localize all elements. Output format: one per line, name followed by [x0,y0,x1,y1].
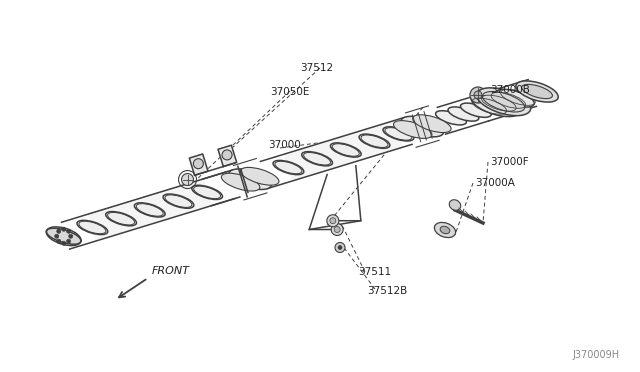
Circle shape [57,229,61,233]
Text: 37512: 37512 [300,63,333,73]
Polygon shape [313,137,350,172]
Polygon shape [174,179,211,215]
Ellipse shape [134,203,165,217]
Ellipse shape [383,127,414,141]
Ellipse shape [46,228,81,244]
Polygon shape [146,188,182,223]
Text: 37511: 37511 [358,267,391,277]
Ellipse shape [496,89,534,107]
Circle shape [67,229,70,233]
Ellipse shape [273,160,304,174]
Ellipse shape [522,84,552,99]
Circle shape [222,150,232,160]
Ellipse shape [477,88,531,116]
Ellipse shape [221,173,260,191]
Ellipse shape [301,152,333,166]
Ellipse shape [241,167,279,185]
Ellipse shape [413,115,451,132]
Circle shape [331,224,343,235]
Circle shape [67,239,70,243]
Circle shape [334,227,340,232]
Ellipse shape [460,103,492,117]
Polygon shape [371,121,403,155]
Ellipse shape [401,116,444,137]
Polygon shape [117,196,154,232]
Ellipse shape [471,92,521,116]
Polygon shape [88,205,125,241]
Text: 37000A: 37000A [475,178,515,188]
Circle shape [193,159,204,169]
Circle shape [54,234,59,238]
Circle shape [182,174,193,186]
Ellipse shape [359,134,390,148]
Polygon shape [218,145,237,167]
Ellipse shape [106,212,136,226]
Ellipse shape [436,111,467,125]
Ellipse shape [54,232,74,241]
Text: J370009H: J370009H [573,350,620,360]
Ellipse shape [449,200,461,210]
Circle shape [327,215,339,227]
Circle shape [61,241,66,245]
Circle shape [57,239,61,243]
Text: 37000F: 37000F [490,157,529,167]
Ellipse shape [330,143,361,157]
Polygon shape [189,154,208,175]
Text: 37000B: 37000B [490,85,530,95]
Circle shape [335,243,345,253]
Ellipse shape [77,220,108,235]
Circle shape [330,218,336,224]
Ellipse shape [516,81,558,102]
Ellipse shape [448,107,479,121]
Text: 37000: 37000 [268,140,301,150]
Circle shape [61,227,66,231]
Ellipse shape [50,230,77,243]
Ellipse shape [163,194,194,208]
Circle shape [68,234,73,238]
Polygon shape [342,128,379,163]
Ellipse shape [229,169,271,189]
Circle shape [474,91,482,99]
Ellipse shape [394,121,432,138]
Circle shape [338,246,342,250]
Text: 37512B: 37512B [367,286,407,296]
Text: FRONT: FRONT [152,266,190,276]
Circle shape [470,87,486,103]
Polygon shape [284,145,321,181]
Ellipse shape [435,222,456,238]
Ellipse shape [483,92,525,112]
Ellipse shape [440,226,450,234]
Ellipse shape [192,185,223,199]
Text: 37050E: 37050E [270,87,309,97]
